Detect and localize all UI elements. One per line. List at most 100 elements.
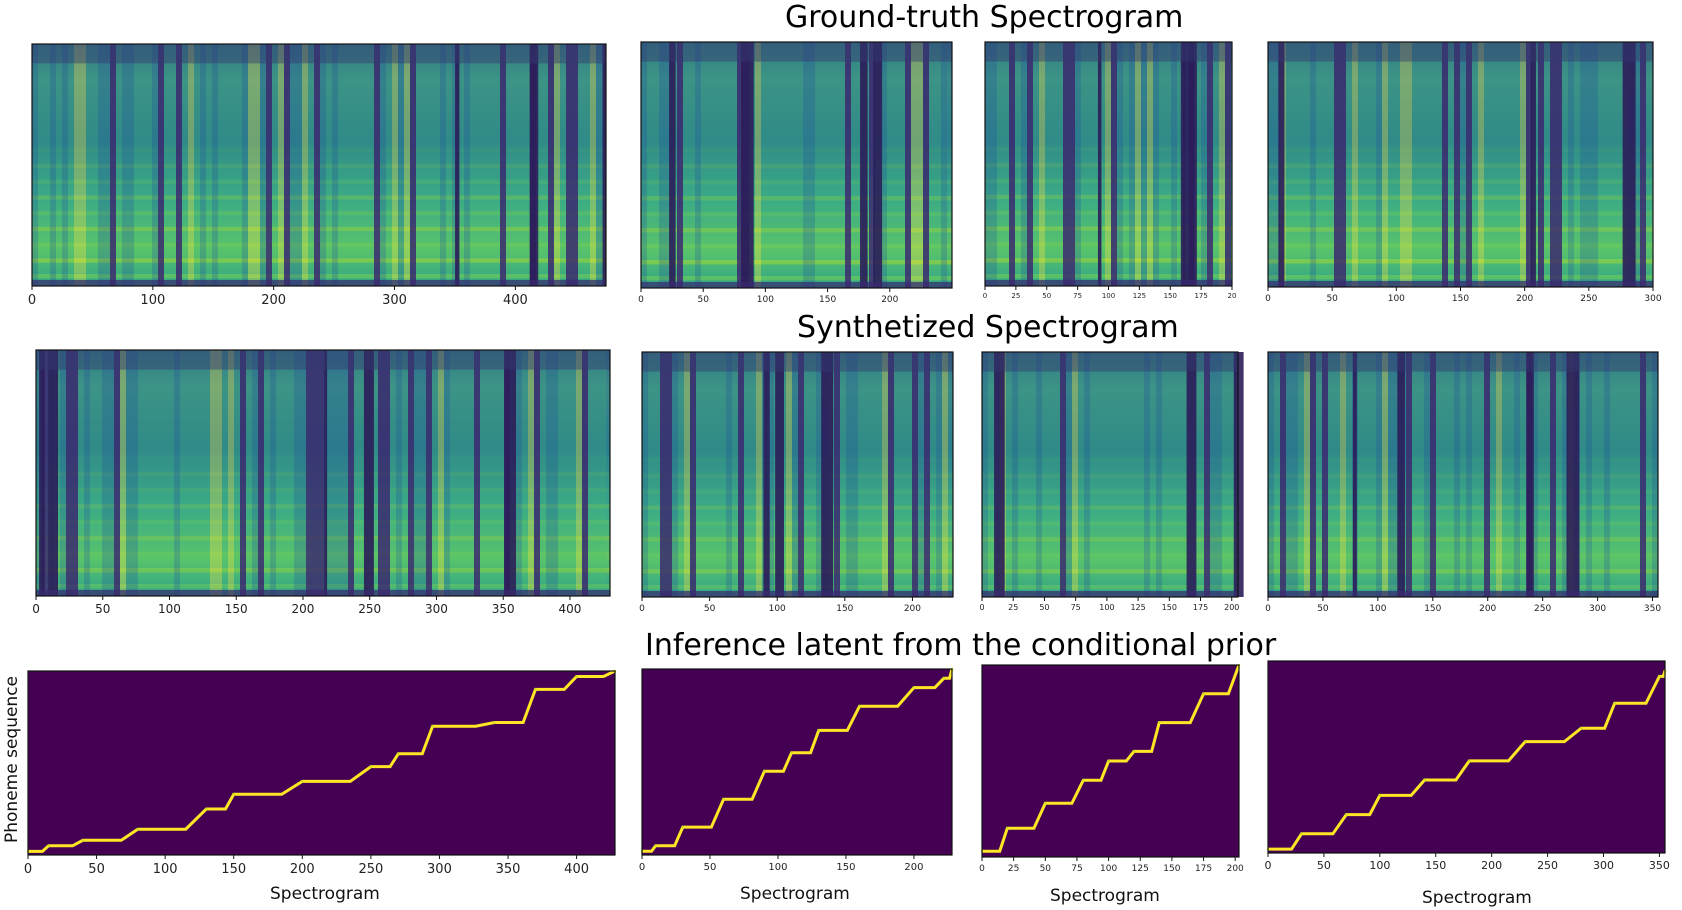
spectro-column	[1084, 352, 1090, 597]
spectro-column	[917, 42, 923, 288]
spectro-column	[42, 350, 48, 596]
bottom-band	[1268, 281, 1653, 287]
spectro-column	[1036, 352, 1042, 597]
x-tick-label: 50	[95, 602, 110, 616]
spectro-column	[296, 44, 302, 286]
spectro-column	[1213, 42, 1219, 286]
spectro-column	[1472, 352, 1478, 597]
spectro-column	[1054, 352, 1060, 597]
spectro-column	[1304, 42, 1310, 287]
spectro-column	[1048, 352, 1054, 597]
harmonic-band	[1268, 585, 1658, 590]
harmonic-band	[1268, 473, 1658, 478]
spectro-column	[1126, 352, 1132, 597]
alignment-point	[722, 798, 725, 801]
spectro-column	[1592, 352, 1598, 597]
harmonic-band	[642, 489, 953, 494]
spectro-column	[1216, 352, 1222, 597]
axes-frame	[981, 351, 1239, 598]
spectro-column	[708, 352, 714, 597]
panel-syn-4: 0 50 100 150 200 250 300 350	[1265, 351, 1661, 621]
x-tick-label: 50	[704, 604, 716, 614]
spectro-column	[1424, 352, 1430, 597]
spectro-column	[350, 44, 356, 286]
spectro-column	[1562, 42, 1568, 287]
spectro-column	[132, 350, 138, 596]
spectro-column	[1466, 352, 1472, 597]
spectro-column	[600, 350, 606, 596]
spectro-column	[378, 350, 384, 596]
spectro-column	[726, 352, 732, 597]
spectro-column	[683, 42, 689, 288]
silence-gap	[1622, 42, 1636, 287]
spectro-column	[254, 44, 260, 286]
spectro-column	[761, 42, 767, 288]
spectro-column	[596, 44, 602, 286]
spectro-column	[1448, 42, 1454, 287]
spectro-column	[326, 44, 332, 286]
spectro-column	[792, 352, 798, 597]
spectro-column	[452, 44, 458, 286]
spectro-column	[1033, 42, 1039, 286]
x-tick-label: 350	[1649, 859, 1670, 872]
x-tick-label: 0	[639, 604, 645, 614]
spectro-column	[1484, 352, 1490, 597]
spectro-column	[672, 352, 678, 597]
harmonic-band	[985, 242, 1232, 247]
harmonic-band	[1268, 147, 1653, 153]
spectro-column	[666, 352, 672, 597]
spectro-column	[791, 42, 797, 288]
bottom-band	[36, 590, 610, 596]
spectro-column	[1274, 42, 1280, 287]
spectro-column	[1292, 42, 1298, 287]
x-tick-label: 100	[1388, 294, 1405, 304]
silence-gap	[821, 352, 834, 597]
spectro-column	[338, 44, 344, 286]
x-tick-label: 125	[1132, 864, 1149, 874]
harmonic-band	[641, 260, 952, 265]
spectro-column	[1604, 352, 1610, 597]
spectro-column	[1352, 42, 1358, 287]
alignment-point	[790, 751, 793, 754]
spectro-column	[1640, 352, 1646, 597]
harmonic-band	[642, 521, 953, 526]
alignment-point	[493, 721, 496, 724]
spectro-column	[864, 352, 870, 597]
spectro-column	[1141, 42, 1147, 286]
spectro-column	[1316, 42, 1322, 287]
spectro-column	[1274, 352, 1280, 597]
alignment-background	[642, 669, 952, 855]
spectro-column	[1448, 352, 1454, 597]
spectro-column	[1520, 352, 1526, 597]
x-tick-label: 100	[1102, 292, 1115, 300]
spectro-column	[210, 350, 216, 596]
silence-gap	[504, 350, 517, 596]
spectro-column	[170, 44, 176, 286]
spectro-column	[266, 44, 272, 286]
spectro-column	[588, 350, 594, 596]
spectro-column	[1616, 352, 1622, 597]
spectro-column	[1108, 352, 1114, 597]
spectro-column	[834, 352, 840, 597]
harmonic-band	[1268, 553, 1658, 558]
spectro-column	[1225, 42, 1231, 286]
spectro-column	[300, 350, 306, 596]
x-tick-label: 0	[1265, 604, 1271, 614]
x-tick-label: 25	[1011, 292, 1020, 300]
spectro-column	[737, 42, 743, 288]
spectro-column	[1198, 352, 1204, 597]
spectro-column	[444, 350, 450, 596]
spectro-column	[1484, 42, 1490, 287]
harmonic-band	[982, 505, 1238, 510]
spectro-column	[294, 350, 300, 596]
silence-gap	[48, 350, 59, 596]
spectro-column	[404, 44, 410, 286]
spectro-column	[1174, 352, 1180, 597]
x-tick-label: 25	[1008, 864, 1019, 874]
plot-area	[640, 667, 954, 855]
silence-gap	[39, 350, 45, 596]
spectro-column	[1105, 42, 1111, 286]
alignment-point	[1423, 778, 1426, 782]
alignment-point	[1107, 759, 1110, 763]
silence-gap	[1397, 352, 1405, 597]
